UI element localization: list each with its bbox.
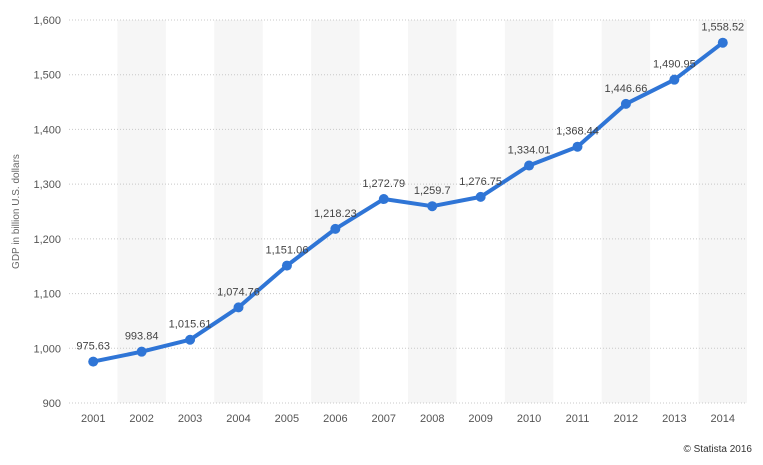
x-tick-label: 2006: [323, 413, 347, 425]
data-label: 1,334.01: [508, 145, 551, 157]
y-tick-label: 1,300: [33, 179, 61, 191]
data-label: 1,490.95: [653, 59, 696, 71]
background-band: [698, 20, 747, 403]
data-point[interactable]: [281, 260, 292, 271]
data-point[interactable]: [233, 302, 244, 313]
data-point[interactable]: [88, 356, 99, 367]
data-point[interactable]: [330, 223, 341, 234]
source-credit[interactable]: © Statista 2016: [683, 444, 752, 455]
data-point[interactable]: [524, 160, 535, 171]
data-point[interactable]: [475, 191, 486, 202]
y-axis-ticks: 900 1,000 1,100 1,200 1,300 1,400 1,500 1,600: [33, 15, 61, 410]
data-label: 1,015.61: [169, 319, 212, 331]
data-point[interactable]: [427, 201, 438, 212]
y-tick-label: 1,500: [33, 70, 61, 82]
x-tick-label: 2001: [81, 413, 105, 425]
background-band: [117, 20, 166, 403]
y-axis-label: GDP in billion U.S. dollars: [11, 154, 22, 269]
background-band: [311, 20, 360, 403]
gridlines: [69, 19, 747, 404]
x-tick-label: 2011: [566, 413, 590, 425]
data-label: 1,259.7: [414, 185, 451, 197]
x-tick-label: 2013: [662, 413, 686, 425]
data-label: 1,272.79: [362, 178, 405, 190]
data-point[interactable]: [378, 194, 389, 205]
y-tick-label: 900: [43, 398, 61, 410]
data-point[interactable]: [669, 74, 680, 85]
data-label: 1,218.23: [314, 208, 357, 220]
x-tick-label: 2014: [711, 413, 735, 425]
y-tick-label: 1,100: [33, 289, 61, 301]
y-tick-label: 1,200: [33, 234, 61, 246]
x-tick-label: 2004: [226, 413, 250, 425]
data-label: 1,276.75: [459, 176, 502, 188]
data-point[interactable]: [620, 98, 631, 109]
x-tick-label: 2012: [614, 413, 638, 425]
data-point[interactable]: [136, 346, 147, 357]
data-label: 993.84: [125, 331, 159, 343]
x-tick-label: 2008: [420, 413, 444, 425]
x-axis-ticks: 2001 2002 2003 2004 2005 2006 2007 2008 2009 2010…: [81, 413, 735, 425]
data-point[interactable]: [185, 334, 196, 345]
y-tick-label: 1,600: [33, 15, 61, 27]
data-point[interactable]: [717, 37, 728, 48]
data-label: 1,558.52: [701, 22, 744, 34]
x-tick-label: 2007: [372, 413, 396, 425]
x-tick-label: 2003: [178, 413, 202, 425]
data-label: 1,074.76: [217, 286, 260, 298]
data-point[interactable]: [572, 141, 583, 152]
background-band: [601, 20, 651, 403]
series-line: [91, 40, 725, 364]
data-label: 1,151.06: [266, 245, 309, 257]
alternating-bands: [117, 20, 747, 403]
y-tick-label: 1,400: [33, 124, 61, 136]
x-tick-label: 2005: [275, 413, 299, 425]
data-label: 1,446.66: [605, 83, 648, 95]
y-tick-label: 1,000: [33, 343, 61, 355]
data-labels: 975.63 993.84 1,015.61 1,074.76 1,151.06 1,21…: [76, 22, 744, 353]
x-tick-label: 2010: [517, 413, 541, 425]
data-points: [88, 37, 728, 367]
data-label: 1,368.44: [556, 126, 599, 138]
background-band: [408, 20, 457, 403]
x-tick-label: 2002: [129, 413, 153, 425]
data-label: 975.63: [76, 341, 110, 353]
x-tick-label: 2009: [468, 413, 492, 425]
background-band: [504, 20, 554, 403]
background-band: [214, 20, 263, 403]
